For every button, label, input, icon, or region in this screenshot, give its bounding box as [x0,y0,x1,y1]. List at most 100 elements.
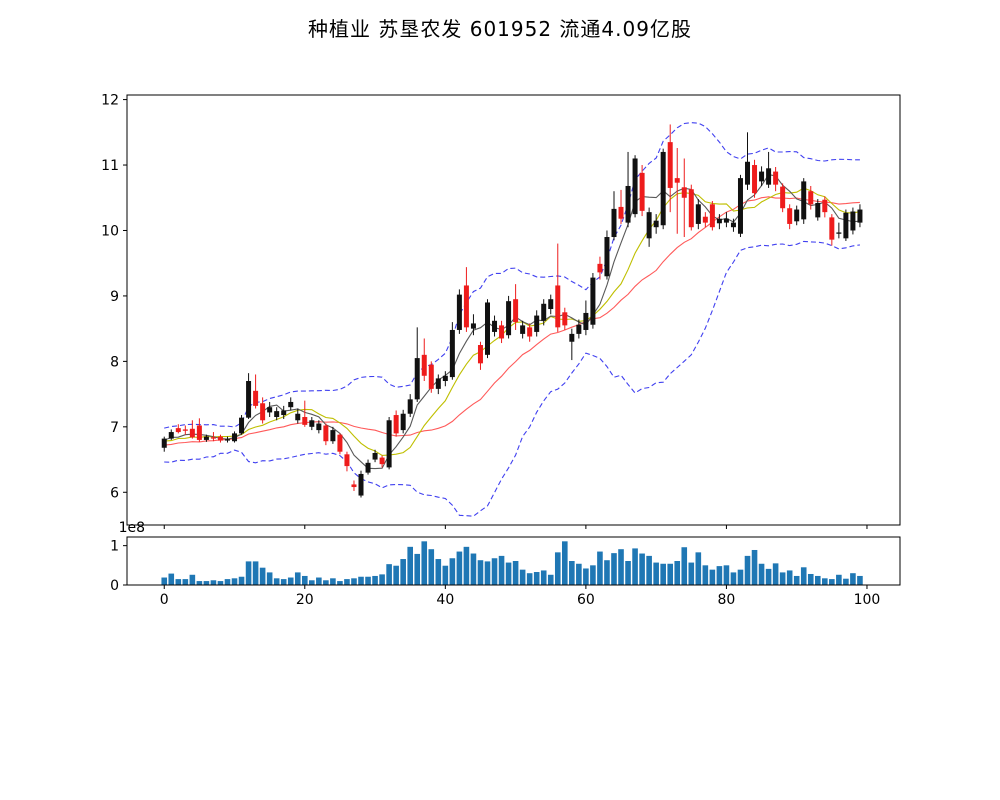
candle-body [506,301,512,336]
candle-body [203,436,209,440]
volume-bar [210,580,217,585]
volume-axes-box [126,536,901,586]
volume-bar [660,563,666,585]
candle-body [667,142,673,188]
candle-body [260,403,266,421]
volume-bar [843,578,849,585]
volume-bar [407,546,413,585]
volume-bar [829,579,835,585]
candle-body [569,333,575,342]
volume-bar [449,558,456,585]
volume-bar [786,570,793,585]
candle-body [442,375,448,382]
candle-body [745,161,751,185]
candle-body [737,178,743,234]
candle-body [794,209,800,222]
candle-body [217,436,223,441]
volume-bar [498,555,505,585]
volume-bar [590,565,596,585]
candle-body [365,462,371,473]
candle-body [232,433,238,442]
x-tick-label: 60 [577,592,595,608]
volume-bar [547,574,554,585]
volume-bar [533,572,540,585]
volume-bar [477,560,484,585]
volume-bar [330,578,336,585]
volume-bar [189,574,196,585]
volume-bar [674,561,681,585]
volume-bar [800,567,807,585]
candle-body [302,417,308,425]
candle-body [344,454,350,467]
candle-body [780,186,786,209]
volume-bar [681,547,688,585]
volume-bar [639,553,645,585]
volume-bar [793,575,800,585]
candle-body [499,325,505,339]
candle-body [709,204,715,228]
volume-bar [421,541,428,585]
candle-body [625,185,631,223]
volume-bar [358,576,364,585]
candle-body [386,420,392,468]
volume-bar [765,568,772,585]
volume-bar [611,553,617,585]
volume-bar [182,579,189,585]
candle-body [161,438,167,448]
volume-bar [351,578,357,585]
volume-bar [576,563,582,585]
candle-body [660,151,666,226]
candle-body [175,428,181,433]
candle-body [358,473,364,496]
candle-body [470,323,476,329]
candle-body [611,208,617,238]
volume-bar [280,579,287,585]
volume-bar [709,569,716,585]
candle-body [281,410,287,416]
candle-body [337,434,343,452]
volume-bar [287,577,294,585]
volume-bar [168,573,175,585]
candle-body [773,171,779,185]
candle-body [555,285,561,328]
volume-bar [807,573,814,585]
volume-bar [702,565,709,585]
volume-bar [814,575,821,585]
candle-body [224,439,230,441]
candle-body [189,428,195,438]
volume-bar [323,580,329,585]
volume-bar [716,566,723,585]
candle-body [295,413,301,421]
volume-bar [779,572,786,585]
volume-bar [857,575,863,585]
volume-bar [822,578,828,585]
candle-body [815,202,821,218]
candle-body [688,189,694,228]
x-tick-label: 100 [854,592,881,608]
volume-bar [238,576,245,585]
candle-body [274,411,280,418]
candle-body [759,171,765,182]
candle-body [766,168,772,185]
candle-body [435,378,441,389]
candle-body [808,191,814,205]
volume-bar [526,573,533,585]
volume-bar [554,552,561,585]
volume-bar [414,553,421,585]
volume-bar [772,563,779,585]
volume-bar [259,567,266,585]
candle-body [548,299,554,310]
volume-bar [836,574,842,585]
volume-bar [428,549,435,585]
volume-bar [273,578,280,585]
candle-body [843,212,849,239]
volume-bar [512,561,519,585]
volume-bar [484,561,491,585]
volume-bar [175,579,182,585]
volume-bar [372,575,378,585]
candle-body [407,399,413,414]
volume-bar [695,552,702,585]
candle-body [597,263,603,273]
